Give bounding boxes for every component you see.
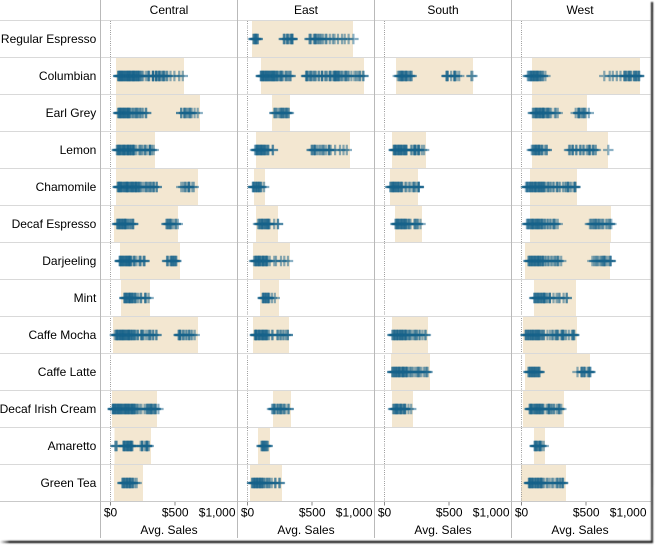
svg-text:Avg. Sales: Avg. Sales [551,523,608,537]
svg-text:Earl Grey: Earl Grey [46,106,97,120]
svg-text:$0: $0 [378,506,392,520]
svg-text:$1,000: $1,000 [610,506,647,520]
svg-text:$1,000: $1,000 [199,506,236,520]
svg-text:$500: $500 [573,506,600,520]
svg-text:Regular Espresso: Regular Espresso [1,32,97,46]
svg-text:Columbian: Columbian [39,69,96,83]
svg-text:Decaf Irish Cream: Decaf Irish Cream [0,402,96,416]
svg-text:Central: Central [150,3,189,17]
svg-text:Amaretto: Amaretto [48,439,97,453]
svg-text:Chamomile: Chamomile [36,180,97,194]
svg-text:$500: $500 [436,506,463,520]
svg-text:Avg. Sales: Avg. Sales [277,523,334,537]
svg-text:West: West [566,3,594,17]
svg-text:$500: $500 [162,506,189,520]
svg-text:Caffe Latte: Caffe Latte [38,365,97,379]
svg-text:Darjeeling: Darjeeling [42,254,96,268]
svg-text:East: East [294,3,319,17]
svg-text:$1,000: $1,000 [473,506,510,520]
svg-text:Avg. Sales: Avg. Sales [140,523,197,537]
svg-text:Avg. Sales: Avg. Sales [414,523,471,537]
svg-text:$500: $500 [299,506,326,520]
svg-text:Lemon: Lemon [60,143,97,157]
svg-text:$0: $0 [104,506,118,520]
svg-text:Decaf Espresso: Decaf Espresso [12,217,97,231]
svg-text:$1,000: $1,000 [336,506,373,520]
svg-text:South: South [427,3,458,17]
svg-text:Green Tea: Green Tea [40,476,96,490]
svg-text:$0: $0 [241,506,255,520]
svg-text:Caffe Mocha: Caffe Mocha [28,328,96,342]
svg-text:$0: $0 [515,506,529,520]
svg-text:Mint: Mint [74,291,97,305]
